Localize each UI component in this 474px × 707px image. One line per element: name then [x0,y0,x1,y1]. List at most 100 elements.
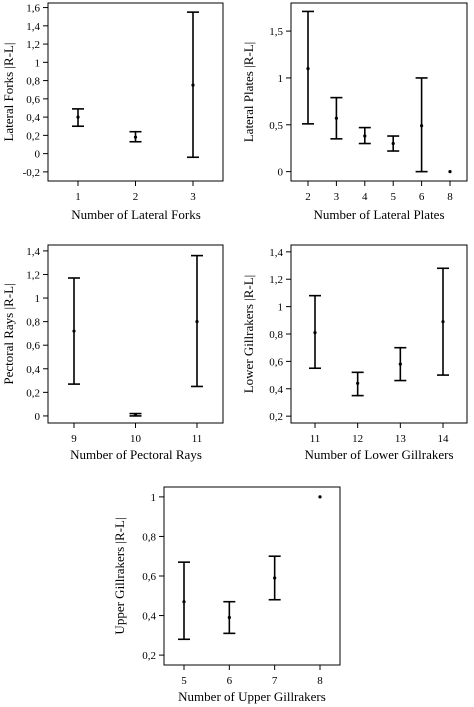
x-tick-label: 2 [133,191,139,203]
plot-frame [47,2,224,182]
x-tick-label: 8 [447,191,453,203]
y-tick-label: 0,8 [269,329,283,341]
mean-point [273,576,277,580]
error-bar [394,346,407,382]
x-tick-label: 11 [192,433,203,445]
y-tick-label: 0,4 [142,611,156,623]
error-bars [302,10,452,174]
y-tick-label: 0,2 [142,650,156,662]
error-bar [437,267,449,376]
y-tick-label: -0,2 [23,167,40,179]
y-tick-label: 1,4 [269,247,283,259]
y-tick-label: 1,4 [26,21,40,33]
mean-point [363,134,367,138]
error-bar [358,126,371,145]
x-axis-title: Number of Lateral Forks [71,207,201,222]
mean-point [182,600,186,604]
x-axis: 2 3 4 5 6 8 [305,181,453,203]
panel-upper-gillrakers: 0,2 0,4 0,6 0,8 1 5 6 7 8 Number of Upper Gillr… [112,486,341,704]
y-tick-label: 1 [35,57,41,69]
y-axis-title: Lateral Plates |R-L| [241,42,256,143]
panel-pectoral-rays: 0 0,2 0,4 0,6 0,8 1 1,2 1,4 9 10 11 Number of Pec… [1,244,224,462]
mean-point [306,66,310,71]
y-axis-title: Pectoral Rays |R-L| [1,283,16,384]
x-tick-label: 6 [227,675,233,687]
y-tick-label: 0,4 [269,384,283,396]
mean-point [72,329,76,333]
y-tick-label: 1 [35,293,41,305]
x-tick-label: 14 [438,433,450,445]
error-bar [302,10,314,125]
y-tick-label: 1 [278,302,284,314]
x-axis-title: Number of Upper Gillrakers [178,689,326,704]
mean-point [133,413,138,417]
x-axis: 5 6 7 8 [181,665,323,687]
x-tick-label: 5 [181,675,187,687]
y-axis: 0,2 0,4 0,6 0,8 1 1,2 1,4 [269,247,291,423]
panel-lower-gillrakers: 0,2 0,4 0,6 0,8 1 1,2 1,4 11 12 13 14 Number of L… [241,244,468,462]
x-tick-label: 7 [272,675,278,687]
x-tick-label: 10 [130,433,142,445]
y-tick-label: 0 [35,149,41,161]
error-bars [178,495,322,641]
mean-point [76,115,80,119]
plot-frame [290,2,468,182]
y-tick-label: 1,2 [269,274,283,286]
y-tick-label: 1,5 [269,26,283,38]
y-tick-label: 1,2 [26,269,40,281]
y-tick-label: 1 [151,492,157,504]
error-bar [387,135,400,152]
y-axis: 0,2 0,4 0,6 0,8 1 [142,492,164,662]
error-bar [330,96,343,140]
x-tick-label: 12 [352,433,363,445]
mean-point [398,362,402,366]
error-bar [309,294,321,370]
mean-point [227,615,231,620]
x-tick-label: 3 [190,191,196,203]
plot-frame [290,244,468,424]
plot-frame [163,486,341,666]
y-tick-label: 0,6 [26,340,40,352]
error-bar [448,170,452,174]
error-bar [351,371,364,397]
y-tick-label: 1,4 [26,246,40,258]
mean-point [191,83,195,87]
mean-point [420,124,424,128]
y-axis-title: Lower Gillrakers |R-L| [241,275,256,394]
y-axis: -0,2 0 0,2 0,4 0,6 0,8 1 1,2 1,4 1,6 [23,3,48,179]
error-bar [223,600,236,635]
y-tick-label: 0,5 [269,120,283,132]
error-bars [72,11,199,159]
y-tick-label: 0,8 [26,317,40,329]
error-bars [68,254,203,417]
y-axis-title: Lateral Forks |R-L| [1,42,16,141]
x-tick-label: 3 [334,191,340,203]
y-tick-label: 0,2 [26,130,40,142]
error-bar [415,77,428,173]
y-tick-label: 0,6 [26,94,40,106]
y-tick-label: 0,2 [269,411,283,423]
x-axis-title: Number of Lateral Plates [313,207,444,222]
y-tick-label: 0,4 [26,112,40,124]
mean-point [441,320,445,324]
y-tick-label: 0,4 [26,364,40,376]
x-tick-label: 2 [305,191,311,203]
y-tick-label: 0,6 [142,571,156,583]
x-tick-label: 8 [317,675,323,687]
panel-lateral-forks: -0,2 0 0,2 0,4 0,6 0,8 1 1,2 1,4 1,6 1 2 3 Number o… [1,2,224,222]
x-axis: 11 12 13 14 [310,423,449,445]
mean-point [334,116,338,120]
error-bar [72,108,84,128]
y-tick-label: 0,8 [142,531,156,543]
x-axis: 1 2 3 [75,181,196,203]
mean-point [356,381,360,385]
y-tick-label: 1 [278,73,284,85]
error-bar [129,130,142,143]
x-axis-title: Number of Lower Gillrakers [304,447,453,462]
error-bar [68,277,80,385]
x-tick-label: 9 [71,433,77,445]
error-bar [178,561,190,641]
y-axis: 0 0,2 0,4 0,6 0,8 1 1,2 1,4 [26,246,48,423]
x-axis: 9 10 11 [71,423,202,445]
